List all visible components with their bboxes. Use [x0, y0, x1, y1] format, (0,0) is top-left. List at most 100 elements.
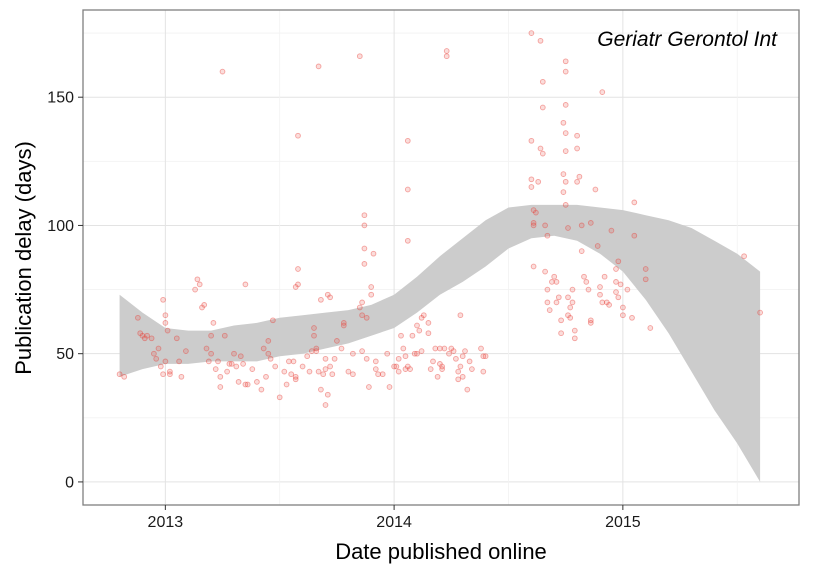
data-point [453, 355, 459, 362]
data-point [404, 137, 411, 144]
x-tick-label: 2013 [148, 514, 184, 531]
data-point [167, 368, 173, 375]
data-point [542, 268, 548, 275]
data-point [359, 299, 365, 306]
y-axis: 0 50 100 150 [47, 90, 83, 491]
data-point [281, 368, 288, 375]
data-point [599, 299, 606, 306]
data-point [466, 358, 473, 365]
data-point [315, 368, 322, 375]
data-point [574, 145, 580, 152]
x-axis-title: Date published online [335, 539, 547, 564]
data-point [565, 294, 571, 301]
data-point [327, 363, 333, 370]
data-point [292, 376, 299, 383]
data-point [199, 304, 205, 311]
data-point [439, 363, 445, 370]
data-point [432, 345, 439, 352]
data-point [437, 361, 443, 367]
data-point [402, 353, 409, 360]
data-point [558, 330, 564, 337]
data-point [606, 302, 612, 308]
data-point [585, 286, 592, 293]
data-point [221, 332, 228, 339]
data-point [647, 325, 654, 331]
data-point [217, 384, 224, 390]
data-point [327, 294, 333, 301]
data-point [384, 350, 391, 357]
data-point [455, 376, 462, 383]
data-point [237, 353, 244, 360]
data-point [265, 350, 272, 357]
data-point [562, 148, 569, 154]
data-point [219, 68, 226, 75]
data-point [462, 348, 468, 354]
data-point [263, 373, 269, 380]
data-point [272, 363, 279, 370]
data-point [311, 325, 317, 331]
panel-border [82, 9, 800, 506]
data-point [441, 345, 448, 352]
x-axis: 2013 2014 2015 [148, 505, 641, 531]
data-point [356, 304, 363, 311]
data-point [148, 335, 155, 342]
data-point [587, 317, 594, 324]
data-point [167, 371, 173, 378]
data-point [620, 304, 626, 311]
data-point [276, 394, 283, 401]
data-point [228, 361, 235, 367]
y-tick-label: 100 [47, 218, 74, 235]
x-tick-label: 2014 [376, 514, 412, 531]
data-point [254, 379, 260, 385]
data-point [290, 358, 297, 365]
data-point [528, 184, 535, 190]
data-point [560, 189, 567, 195]
data-point [528, 30, 535, 36]
data-point [386, 384, 393, 390]
data-point [469, 366, 475, 372]
data-point [162, 312, 169, 319]
data-point [613, 266, 619, 272]
data-point [265, 338, 272, 344]
data-point [359, 312, 365, 319]
data-point [151, 350, 157, 357]
data-point [292, 284, 299, 290]
data-point [464, 386, 471, 393]
data-point [457, 363, 464, 370]
data-point [418, 348, 425, 354]
scatter-points [116, 30, 763, 408]
data-point [361, 245, 368, 252]
data-point [560, 171, 567, 177]
data-point [642, 266, 649, 272]
y-tick-label: 150 [47, 90, 74, 107]
data-point [407, 366, 413, 372]
data-point [361, 261, 368, 267]
data-point [400, 345, 407, 352]
data-point [155, 345, 162, 352]
data-point [587, 220, 594, 226]
data-point [455, 368, 462, 375]
data-point [176, 358, 182, 365]
data-point [361, 212, 368, 219]
data-point [183, 348, 189, 354]
data-point [208, 332, 214, 339]
data-point [242, 281, 249, 288]
data-point [260, 345, 267, 352]
data-point [304, 353, 311, 360]
data-point [404, 186, 411, 193]
data-point [439, 366, 445, 372]
data-point [416, 327, 423, 334]
data-point [283, 381, 290, 388]
data-point [430, 358, 436, 365]
data-point [574, 132, 580, 139]
data-point [443, 48, 450, 54]
data-point [224, 368, 230, 375]
data-point [437, 345, 443, 352]
data-point [613, 289, 619, 295]
data-point [141, 335, 148, 342]
data-point [450, 348, 457, 354]
data-point [551, 273, 558, 280]
data-point [363, 355, 370, 362]
data-point [398, 332, 404, 339]
data-point [594, 243, 601, 249]
